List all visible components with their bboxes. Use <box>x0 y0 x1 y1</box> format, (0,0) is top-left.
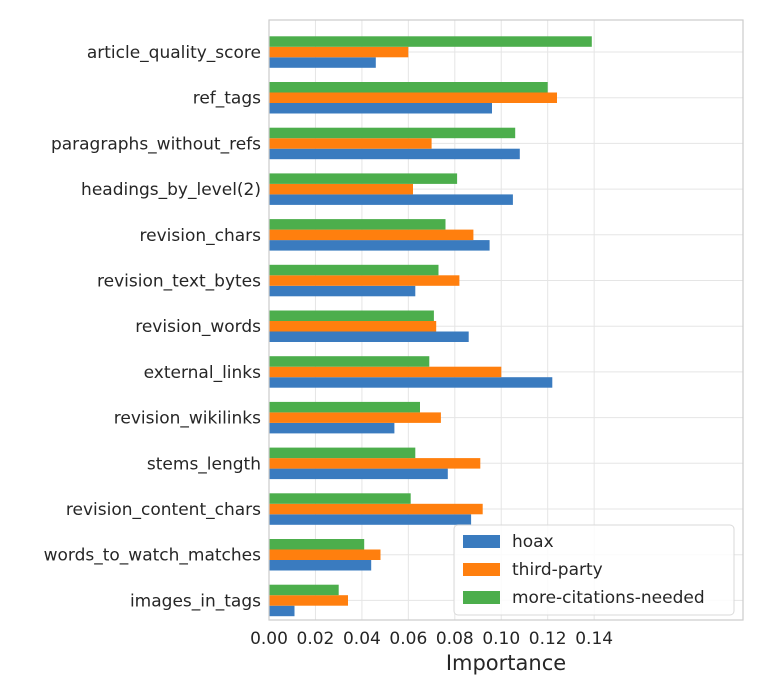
legend-swatch-more-citations-needed <box>463 591 500 604</box>
x-tick-label: 0.02 <box>297 629 335 649</box>
y-tick-label: article_quality_score <box>87 43 261 63</box>
x-tick-label: 0.12 <box>529 629 567 649</box>
y-tick-label: ref_tags <box>193 89 261 109</box>
bar-hoax-stems_length <box>269 468 448 480</box>
legend: hoax third-party more-citations-needed <box>453 524 735 616</box>
x-tick-label: 0.10 <box>482 629 520 649</box>
legend-swatch-third-party <box>463 563 500 576</box>
bar-more-citations-needed-revision_words <box>269 310 434 321</box>
bar-more-citations-needed-revision_content_chars <box>269 493 411 504</box>
bar-more-citations-needed-words_to_watch_matches <box>269 539 365 550</box>
y-tick-label: revision_wikilinks <box>114 409 261 429</box>
x-tick-label: 0.00 <box>250 629 288 649</box>
bar-hoax-ref_tags <box>269 103 492 114</box>
bar-third-party-words_to_watch_matches <box>269 549 381 560</box>
bar-third-party-ref_tags <box>269 92 557 103</box>
bar-hoax-article_quality_score <box>269 57 376 68</box>
bar-more-citations-needed-revision_text_bytes <box>269 264 439 276</box>
x-tick-label: 0.04 <box>343 629 381 649</box>
y-tick-labels: article_quality_score ref_tags paragraphs_… <box>44 43 262 611</box>
legend-box <box>453 524 735 616</box>
bar-hoax-revision_text_bytes <box>269 285 416 297</box>
bar-more-citations-needed-paragraphs_without_refs <box>269 127 516 139</box>
bar-third-party-stems_length <box>269 458 481 469</box>
y-tick-label: revision_text_bytes <box>97 272 261 292</box>
y-tick-label: external_links <box>144 363 262 383</box>
bar-hoax-revision_wikilinks <box>269 422 395 434</box>
bar-hoax-revision_content_chars <box>269 514 472 525</box>
bar-more-citations-needed-headings_by_level(2) <box>269 173 458 184</box>
bar-hoax-words_to_watch_matches <box>269 560 372 571</box>
bar-hoax-paragraphs_without_refs <box>269 148 520 160</box>
bar-hoax-revision_words <box>269 331 469 342</box>
y-tick-label: revision_words <box>135 317 261 337</box>
bar-hoax-revision_chars <box>269 240 490 251</box>
legend-swatch-hoax <box>463 535 500 548</box>
x-tick-label: 0.14 <box>575 629 613 649</box>
y-tick-label: images_in_tags <box>130 591 261 611</box>
y-tick-label: revision_chars <box>140 226 262 246</box>
bar-third-party-article_quality_score <box>269 46 409 58</box>
y-tick-label: words_to_watch_matches <box>44 546 262 566</box>
plot-frame <box>268 19 744 621</box>
legend-label-hoax: hoax <box>512 532 554 552</box>
y-tick-label: headings_by_level(2) <box>81 180 261 200</box>
bar-more-citations-needed-external_links <box>269 356 430 367</box>
bar-hoax-images_in_tags <box>269 605 295 617</box>
bar-hoax-headings_by_level(2) <box>269 194 513 205</box>
bar-third-party-images_in_tags <box>269 595 348 606</box>
bar-third-party-revision_wikilinks <box>269 412 441 423</box>
bar-more-citations-needed-revision_wikilinks <box>269 401 420 413</box>
y-tick-label: stems_length <box>147 454 261 474</box>
bar-more-citations-needed-revision_chars <box>269 219 446 230</box>
bar-third-party-revision_text_bytes <box>269 275 460 286</box>
x-tick-label: 0.08 <box>436 629 474 649</box>
bar-more-citations-needed-images_in_tags <box>269 584 339 596</box>
bar-hoax-external_links <box>269 377 553 388</box>
bar-third-party-headings_by_level(2) <box>269 183 413 195</box>
bar-more-citations-needed-article_quality_score <box>269 36 592 47</box>
y-tick-label: paragraphs_without_refs <box>51 134 261 154</box>
bar-more-citations-needed-stems_length <box>269 447 416 459</box>
bars <box>269 36 592 617</box>
bar-third-party-revision_chars <box>269 229 474 241</box>
bar-third-party-external_links <box>269 366 502 378</box>
legend-label-more-citations-needed: more-citations-needed <box>512 588 705 608</box>
x-tick-label: 0.06 <box>389 629 427 649</box>
bar-more-citations-needed-ref_tags <box>269 82 548 93</box>
bar-third-party-revision_content_chars <box>269 503 483 515</box>
legend-label-third-party: third-party <box>512 560 603 580</box>
bar-third-party-paragraphs_without_refs <box>269 138 432 149</box>
y-tick-label: revision_content_chars <box>66 500 261 520</box>
x-axis-label: Importance <box>446 651 566 675</box>
bar-third-party-revision_words <box>269 321 437 332</box>
x-tick-labels: 0.00 0.02 0.04 0.06 0.08 0.10 0.12 0.14 <box>250 629 613 649</box>
